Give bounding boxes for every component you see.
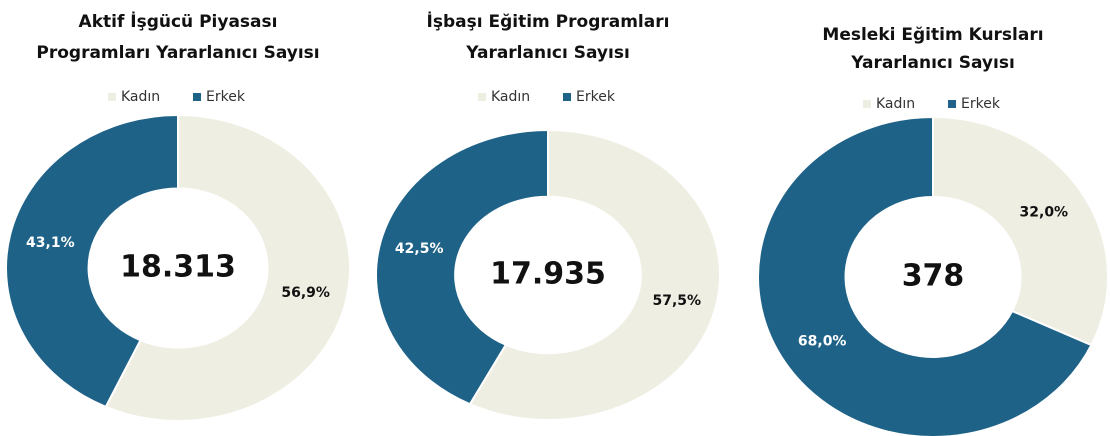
legend-swatch <box>563 93 571 101</box>
legend-swatch <box>478 93 486 101</box>
legend-label: Erkek <box>206 89 246 105</box>
legend-label: Kadın <box>876 96 915 112</box>
center-label: 17.935 <box>490 257 606 292</box>
donut-slice <box>468 128 721 421</box>
chart-title: Yararlanıcı Sayısı <box>850 53 1015 73</box>
data-label: 68,0% <box>798 333 847 349</box>
data-label: 43,1% <box>26 235 75 251</box>
legend-swatch <box>863 100 871 108</box>
data-label: 32,0% <box>1020 205 1069 221</box>
donut-slice <box>932 115 1109 347</box>
chart-title: Aktif İşgücü Piyasası <box>79 10 278 32</box>
chart-title: Yararlanıcı Sayısı <box>465 43 630 63</box>
chart-title: İşbaşı Eğitim Programları <box>427 10 670 32</box>
legend-label: Erkek <box>576 89 616 105</box>
legend-label: Kadın <box>121 89 160 105</box>
data-label: 42,5% <box>395 241 444 257</box>
legend-label: Kadın <box>491 89 530 105</box>
center-label: 378 <box>902 259 965 294</box>
center-label: 18.313 <box>120 250 236 285</box>
donut-slice <box>375 128 549 406</box>
donut-slice <box>756 115 1093 436</box>
legend-label: Erkek <box>961 96 1001 112</box>
chart-title: Mesleki Eğitim Kursları <box>822 25 1043 45</box>
chart-title: Programları Yararlanıcı Sayısı <box>36 43 319 63</box>
data-label: 56,9% <box>281 285 330 301</box>
donut-slice <box>104 113 351 422</box>
legend-swatch <box>948 100 956 108</box>
data-label: 57,5% <box>652 293 701 309</box>
legend-swatch <box>108 93 116 101</box>
legend-swatch <box>193 93 201 101</box>
donut-slice <box>5 113 179 409</box>
